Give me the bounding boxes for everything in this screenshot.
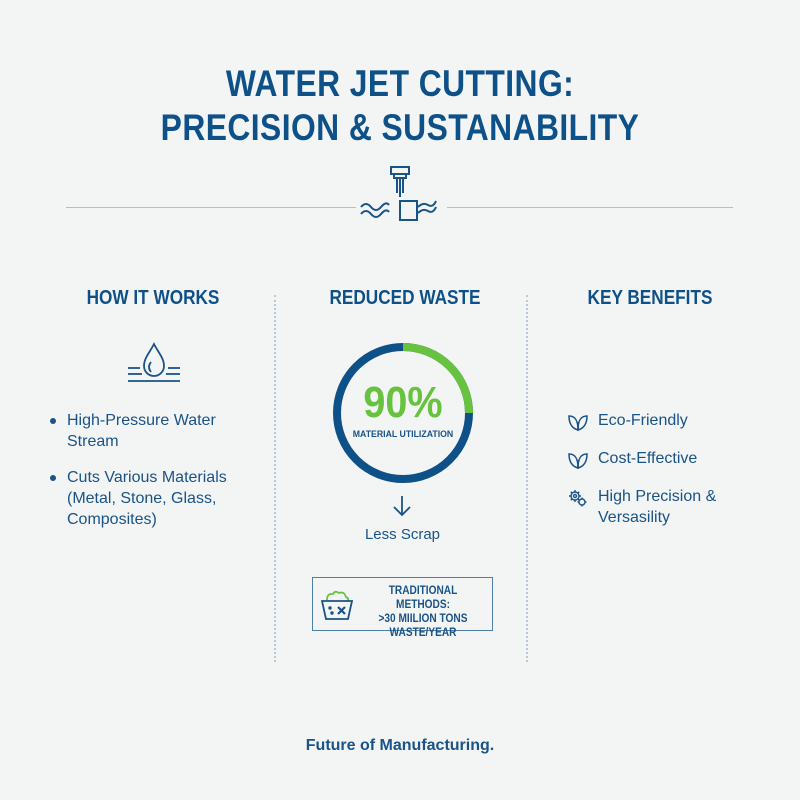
list-item: Eco-Friendly	[566, 410, 766, 431]
bullet-icon	[50, 475, 56, 481]
traditional-waste-text: TRADITIONAL METHODS: >30 MIILION TONS WA…	[378, 585, 468, 639]
gears-icon	[569, 490, 587, 507]
leaf-icon	[568, 453, 588, 469]
header-divider-left	[66, 207, 356, 208]
traditional-waste-callout: TRADITIONAL METHODS: >30 MIILION TONS WA…	[312, 577, 493, 639]
key-benefits-list: Eco-Friendly Cost-Effective High Precisi…	[566, 410, 766, 545]
key-benefits-heading: KEY BENEFITS	[587, 287, 713, 309]
down-arrow-icon	[393, 496, 411, 517]
list-item: Cost-Effective	[566, 448, 766, 469]
bullet-icon	[50, 418, 56, 424]
utilization-label: MATERIAL UTILIZATION	[352, 429, 454, 440]
water-drop-icon	[128, 341, 180, 382]
footer-tagline: Future of Manufacturing.	[305, 737, 495, 754]
how-it-works-heading: HOW IT WORKS	[86, 287, 220, 309]
column-divider-2	[526, 295, 528, 662]
list-item: High-Pressure Water Stream	[48, 410, 268, 452]
page-title: WATER JET CUTTING: PRECISION & SUSTANABI…	[56, 62, 744, 150]
title-line-1: WATER JET CUTTING:	[225, 63, 575, 104]
waste-basket-icon	[320, 590, 354, 620]
list-item: High Precision & Versasility	[566, 486, 766, 528]
list-item: Cuts Various Materials (Metal, Stone, Gl…	[48, 467, 268, 530]
less-scrap-label: Less Scrap	[364, 526, 441, 543]
reduced-waste-heading: REDUCED WASTE	[329, 287, 481, 309]
how-it-works-list: High-Pressure Water Stream Cuts Various …	[48, 410, 268, 545]
leaf-icon	[568, 415, 588, 431]
header-divider-right	[447, 207, 733, 208]
title-line-2: PRECISION & SUSTANABILITY	[160, 107, 640, 148]
column-divider-1	[274, 295, 276, 662]
water-jet-nozzle-icon	[360, 166, 437, 221]
utilization-ring	[333, 343, 473, 483]
utilization-percent: 90%	[363, 378, 443, 427]
